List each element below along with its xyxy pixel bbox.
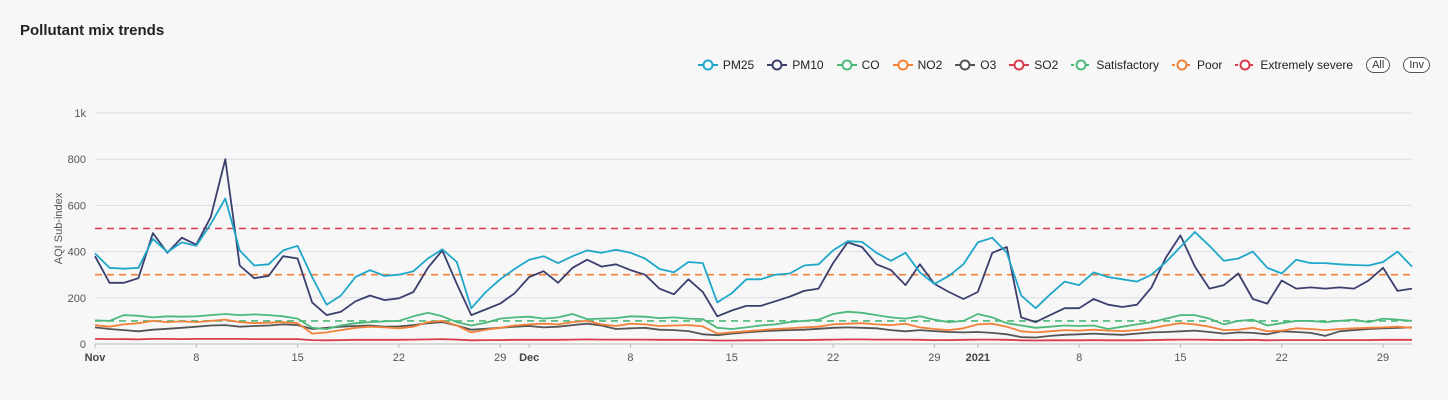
x-tick-label: 15 [1174, 352, 1186, 364]
x-tick-label: 15 [726, 352, 738, 364]
x-tick-label: 22 [827, 352, 839, 364]
legend-swatch-icon [697, 59, 718, 71]
x-tick-label: 29 [1377, 352, 1389, 364]
x-tick-label: Nov [85, 352, 107, 364]
x-tick-label: Dec [519, 352, 539, 364]
legend-swatch-icon [836, 59, 857, 71]
legend-item-poor[interactable]: Poor [1172, 58, 1222, 72]
legend-item-pm10[interactable]: PM10 [767, 58, 824, 72]
legend-swatch-icon [892, 59, 913, 71]
legend-swatch-icon [1235, 59, 1256, 71]
legend-inv-button[interactable]: Inv [1403, 57, 1430, 73]
series-line-pm25 [94, 197, 1413, 310]
x-tick-label: 29 [494, 352, 506, 364]
y-tick-label: 200 [68, 293, 86, 305]
legend-label: Poor [1197, 58, 1223, 72]
y-tick-label: 800 [68, 154, 86, 166]
y-tick-label: 400 [68, 247, 86, 259]
legend-all-button[interactable]: All [1366, 57, 1391, 73]
legend-item-o3[interactable]: O3 [955, 58, 996, 72]
legend-item-pm25[interactable]: PM25 [697, 58, 755, 72]
legend-swatch-icon [767, 59, 788, 71]
y-tick-label: 0 [80, 339, 86, 351]
legend-swatch-icon [1071, 59, 1092, 71]
y-tick-label: 600 [68, 200, 86, 212]
series-line-no2 [94, 318, 1413, 335]
y-axis-title: AQI Sub-index [53, 192, 65, 264]
legend-label: NO2 [917, 58, 943, 72]
legend-item-no2[interactable]: NO2 [892, 58, 943, 72]
legend-label: Extremely severe [1260, 58, 1354, 72]
x-tick-label: 22 [393, 352, 405, 364]
legend-item-co[interactable]: CO [836, 58, 880, 72]
legend-label: PM10 [792, 58, 824, 72]
legend-label: PM25 [722, 58, 755, 72]
x-tick-label: 15 [291, 352, 303, 364]
x-tick-label: 8 [1076, 352, 1082, 364]
chart-title: Pollutant mix trends [20, 22, 165, 39]
legend-label: Satisfactory [1096, 58, 1160, 72]
x-tick-label: 8 [627, 352, 633, 364]
x-tick-label: 8 [193, 352, 199, 364]
legend-item-so2[interactable]: SO2 [1009, 58, 1058, 72]
x-tick-label: 22 [1276, 352, 1288, 364]
series-line-pm10 [94, 158, 1413, 324]
legend-swatch-icon [1009, 59, 1030, 71]
y-tick-label: 1k [74, 108, 86, 120]
legend-item-satisfactory[interactable]: Satisfactory [1071, 58, 1159, 72]
legend-swatch-icon [955, 59, 976, 71]
legend-item-extremely-severe[interactable]: Extremely severe [1235, 58, 1353, 72]
legend-label: O3 [980, 58, 997, 72]
series-line-co [94, 310, 1413, 330]
legend-label: SO2 [1034, 58, 1059, 72]
x-tick-label: 29 [928, 352, 940, 364]
legend-label: CO [861, 58, 880, 72]
legend-swatch-icon [1172, 59, 1193, 71]
legend: PM25 PM10 CO NO2 O3 SO2 Satisfactory Poor Extrem… [697, 57, 1430, 73]
x-tick-label: 2021 [966, 352, 990, 364]
series-line-so2 [94, 337, 1412, 342]
